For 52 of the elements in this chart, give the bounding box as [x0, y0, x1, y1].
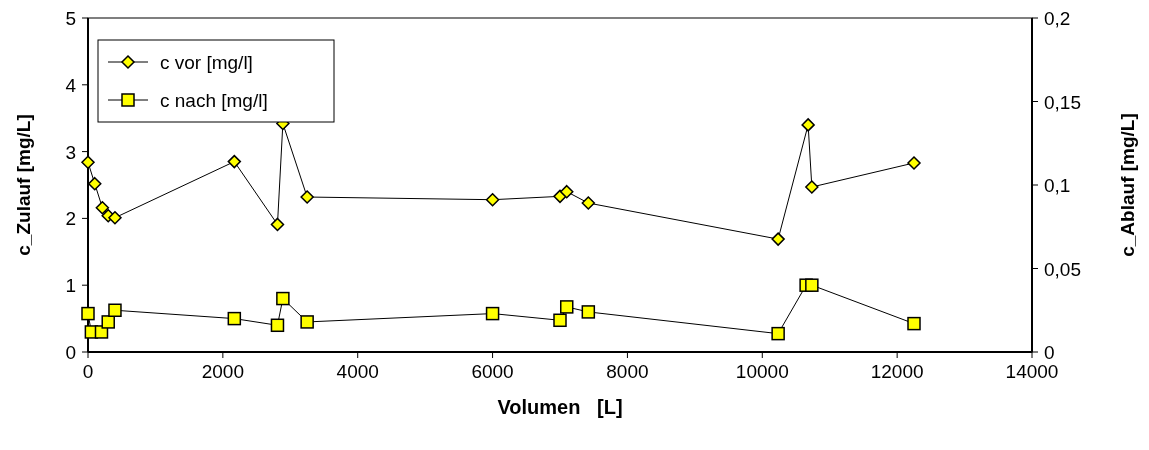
- point: [805, 180, 819, 194]
- point: [108, 210, 122, 225]
- y2-tick-label: 0,15: [1044, 91, 1081, 113]
- point: [300, 315, 314, 329]
- y2-tick-label: 0,1: [1044, 175, 1071, 196]
- legend-label: c nach [mg/l]: [160, 90, 268, 111]
- x-tick-label: 12000: [870, 361, 924, 382]
- point: [485, 192, 500, 207]
- point: [907, 316, 921, 331]
- point: [805, 278, 819, 292]
- point: [559, 184, 574, 199]
- y2-tick-label: 0: [1044, 342, 1055, 363]
- y-tick-label: 1: [65, 275, 76, 297]
- point: [270, 318, 285, 333]
- point: [771, 326, 785, 341]
- x-axis-title: Volumen [L]: [497, 396, 623, 418]
- point: [87, 176, 102, 191]
- y-tick-label: 3: [65, 141, 76, 163]
- point: [101, 315, 115, 329]
- x-tick-label: 0: [82, 361, 94, 382]
- y-tick-label: 0: [65, 342, 76, 363]
- x-tick-label: 4000: [336, 361, 379, 382]
- y-tick-label: 4: [65, 74, 77, 96]
- x-tick-label: 14000: [1005, 361, 1059, 382]
- x-tick-label: 8000: [606, 361, 649, 382]
- y2-tick-label: 0,2: [1044, 8, 1071, 29]
- point: [801, 118, 815, 132]
- point: [907, 156, 921, 170]
- point: [300, 190, 314, 204]
- y2-axis-title: c_Ablauf [mg/L]: [1117, 113, 1138, 257]
- point: [108, 303, 122, 317]
- point: [81, 306, 95, 321]
- y2-tick-label: 0,05: [1044, 258, 1081, 280]
- point: [581, 196, 596, 210]
- point: [276, 291, 290, 306]
- point: [553, 313, 567, 328]
- point: [581, 305, 596, 319]
- y-tick-label: 5: [65, 8, 76, 29]
- x-tick-label: 6000: [471, 361, 514, 382]
- point: [270, 217, 285, 232]
- x-tick-label: 10000: [735, 361, 789, 382]
- point: [485, 306, 500, 321]
- point: [227, 154, 242, 169]
- point: [81, 155, 95, 170]
- point: [559, 300, 574, 314]
- point: [771, 232, 785, 246]
- x-tick-label: 2000: [201, 361, 244, 382]
- y-axis-title: c_Zulauf [mg/L]: [13, 114, 34, 256]
- point: [95, 200, 110, 215]
- point: [227, 311, 242, 326]
- legend-label: c vor [mg/l]: [160, 52, 253, 73]
- y-tick-label: 2: [65, 208, 76, 230]
